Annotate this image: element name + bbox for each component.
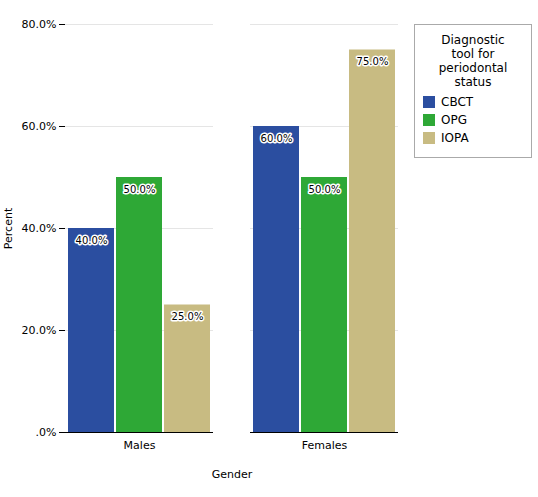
svg-text:40.0%: 40.0% xyxy=(22,222,57,235)
svg-text:Females: Females xyxy=(302,439,348,452)
svg-text:.0%: .0% xyxy=(36,426,57,439)
html-text:OPG: OPG xyxy=(441,113,467,127)
svg-text:50.0%: 50.0% xyxy=(309,184,341,195)
svg-text:20.0%: 20.0% xyxy=(22,324,57,337)
svg-text:80.0%: 80.0% xyxy=(22,18,57,31)
svg-text:40.0%: 40.0% xyxy=(76,235,108,246)
svg-text:Males: Males xyxy=(124,439,156,452)
svg-text:60.0%: 60.0% xyxy=(261,133,293,144)
svg-text:25.0%: 25.0% xyxy=(172,311,204,322)
svg-text:60.0%: 60.0% xyxy=(22,120,57,133)
html-text:CBCT: CBCT xyxy=(441,95,474,109)
svg-text:75.0%: 75.0% xyxy=(357,56,389,67)
svg-text:Gender: Gender xyxy=(212,468,253,481)
html-text:IOPA: IOPA xyxy=(441,131,469,145)
svg-text:Percent: Percent xyxy=(2,207,15,249)
html-text:Diagnostic tool for periodonta: Diagnostic tool for periodontal status xyxy=(438,33,508,89)
svg-text:50.0%: 50.0% xyxy=(124,184,156,195)
